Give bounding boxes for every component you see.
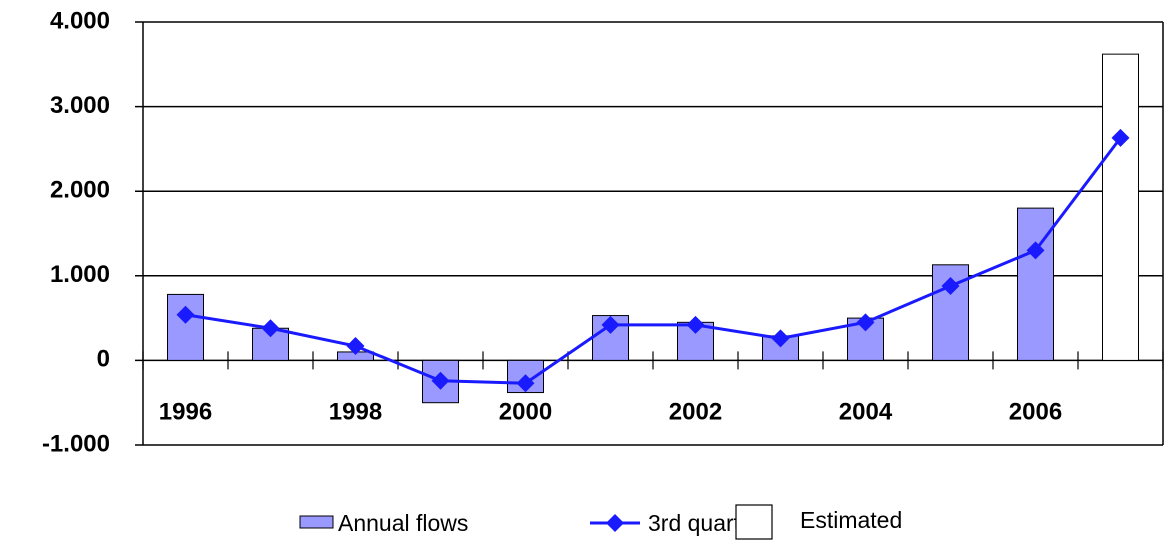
x-tick-label: 1998 — [329, 398, 382, 425]
y-tick-label: -1.000 — [42, 430, 110, 457]
x-tick-label: 2006 — [1009, 398, 1062, 425]
marker — [771, 329, 790, 348]
x-tick-label: 2004 — [839, 398, 893, 425]
marker — [856, 313, 875, 332]
x-tick-label: 2002 — [669, 398, 722, 425]
marker — [941, 276, 960, 295]
marker — [516, 374, 535, 393]
y-tick-label: 2.000 — [50, 177, 110, 204]
marker — [431, 371, 450, 390]
y-tick-label: 1.000 — [50, 261, 110, 288]
legend-swatch — [606, 514, 624, 532]
x-tick-label: 1996 — [159, 398, 212, 425]
marker — [176, 305, 195, 324]
bar — [1102, 53, 1139, 361]
x-tick-label: 2000 — [499, 398, 552, 425]
marker — [261, 319, 280, 338]
legend-swatch — [299, 515, 334, 529]
y-tick-label: 3.000 — [50, 92, 110, 119]
legend-swatch — [735, 504, 773, 540]
marker — [346, 337, 365, 356]
line — [185, 136, 1122, 385]
marker — [1026, 241, 1045, 260]
y-tick-label: 0 — [97, 346, 110, 373]
marker — [601, 315, 620, 334]
bar — [1017, 207, 1054, 361]
marker — [686, 315, 705, 334]
legend-label: Estimated — [800, 507, 902, 533]
legend-label: Annual flows — [338, 510, 468, 536]
bar — [167, 293, 204, 361]
marker — [1111, 128, 1130, 147]
y-tick-label: 4.000 — [50, 7, 110, 34]
